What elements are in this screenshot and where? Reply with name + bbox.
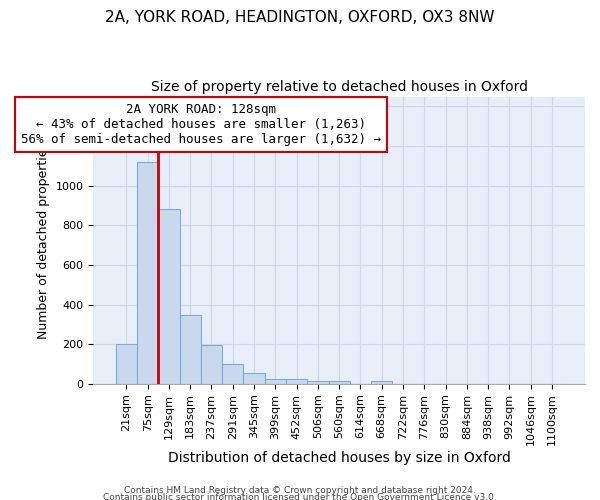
Bar <box>307 381 329 384</box>
Text: Contains public sector information licensed under the Open Government Licence v3: Contains public sector information licen… <box>103 494 497 500</box>
Bar <box>201 345 222 384</box>
Bar <box>244 373 265 384</box>
Text: Contains HM Land Registry data © Crown copyright and database right 2024.: Contains HM Land Registry data © Crown c… <box>124 486 476 495</box>
Bar <box>137 162 158 384</box>
Bar <box>158 210 179 384</box>
X-axis label: Distribution of detached houses by size in Oxford: Distribution of detached houses by size … <box>168 451 511 465</box>
Bar <box>286 380 307 384</box>
Bar <box>371 382 392 384</box>
Bar <box>179 314 201 384</box>
Bar <box>265 380 286 384</box>
Bar <box>329 382 350 384</box>
Bar <box>222 364 244 384</box>
Y-axis label: Number of detached properties: Number of detached properties <box>37 142 50 338</box>
Bar <box>116 344 137 384</box>
Text: 2A, YORK ROAD, HEADINGTON, OXFORD, OX3 8NW: 2A, YORK ROAD, HEADINGTON, OXFORD, OX3 8… <box>105 10 495 25</box>
Title: Size of property relative to detached houses in Oxford: Size of property relative to detached ho… <box>151 80 527 94</box>
Text: 2A YORK ROAD: 128sqm
← 43% of detached houses are smaller (1,263)
56% of semi-de: 2A YORK ROAD: 128sqm ← 43% of detached h… <box>21 103 381 146</box>
